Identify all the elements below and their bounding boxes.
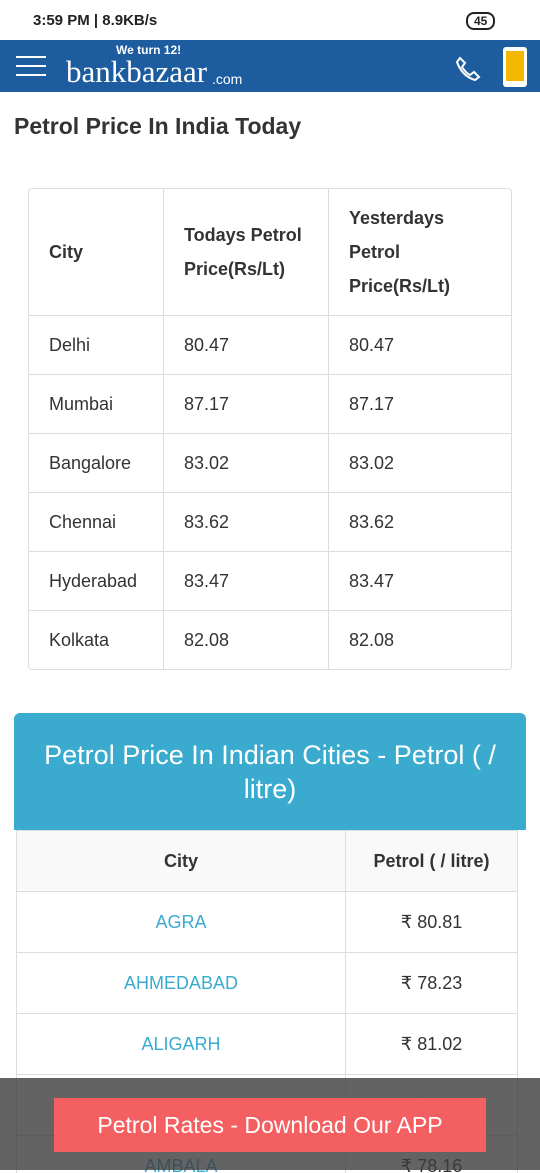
- cities-title: Petrol Price In Indian Cities - Petrol (…: [14, 713, 526, 830]
- city-cell[interactable]: AGRA: [17, 892, 346, 953]
- price-cell: 80.47: [164, 316, 329, 375]
- status-bar: 3:59 PM | 8.9KB/s 45: [0, 0, 540, 40]
- price-cell: 87.17: [329, 375, 511, 434]
- city-cell[interactable]: AHMEDABAD: [17, 953, 346, 1014]
- price-cell: 83.02: [329, 434, 511, 493]
- row: AGRA₹ 80.81: [17, 892, 518, 953]
- city-cell: Chennai: [29, 493, 164, 552]
- city-cell: Mumbai: [29, 375, 164, 434]
- price-cell: 80.47: [329, 316, 511, 375]
- price-cell: 83.47: [164, 552, 329, 611]
- price-cell: 83.02: [164, 434, 329, 493]
- call-icon[interactable]: [454, 54, 482, 82]
- city-cell: Bangalore: [29, 434, 164, 493]
- menu-icon[interactable]: [16, 56, 46, 78]
- app-icon[interactable]: [502, 46, 528, 88]
- logo-suffix: .com: [212, 71, 242, 87]
- price-cell: 83.47: [329, 552, 511, 611]
- row: ALIGARH₹ 81.02: [17, 1014, 518, 1075]
- page-title: Petrol Price In India Today: [14, 113, 301, 140]
- row: AHMEDABAD₹ 78.23: [17, 953, 518, 1014]
- app-header: We turn 12! bankbazaar .com: [0, 40, 540, 92]
- header-cell: Yesterdays Petrol Price(Rs/Lt): [329, 189, 511, 316]
- price-cell: ₹ 78.23: [346, 953, 518, 1014]
- battery: 45: [466, 12, 495, 30]
- price-cell: 87.17: [164, 375, 329, 434]
- price-cell: 82.08: [164, 611, 329, 669]
- header-cell: City: [29, 189, 164, 316]
- header-cell: Todays Petrol Price(Rs/Lt): [164, 189, 329, 316]
- price-cell: 82.08: [329, 611, 511, 669]
- price-cell: ₹ 81.02: [346, 1014, 518, 1075]
- city-cell[interactable]: ALIGARH: [17, 1014, 346, 1075]
- city-cell: Kolkata: [29, 611, 164, 669]
- price-cell: 83.62: [164, 493, 329, 552]
- header-cell: Petrol ( / litre): [346, 831, 518, 892]
- city-cell: Hyderabad: [29, 552, 164, 611]
- city-cell: Delhi: [29, 316, 164, 375]
- header-cell: City: [17, 831, 346, 892]
- price-cell: 83.62: [329, 493, 511, 552]
- price-cell: ₹ 80.81: [346, 892, 518, 953]
- logo: bankbazaar: [66, 54, 207, 90]
- status-time: 3:59 PM | 8.9KB/s: [33, 12, 157, 29]
- download-button[interactable]: Petrol Rates - Download Our APP: [54, 1098, 486, 1152]
